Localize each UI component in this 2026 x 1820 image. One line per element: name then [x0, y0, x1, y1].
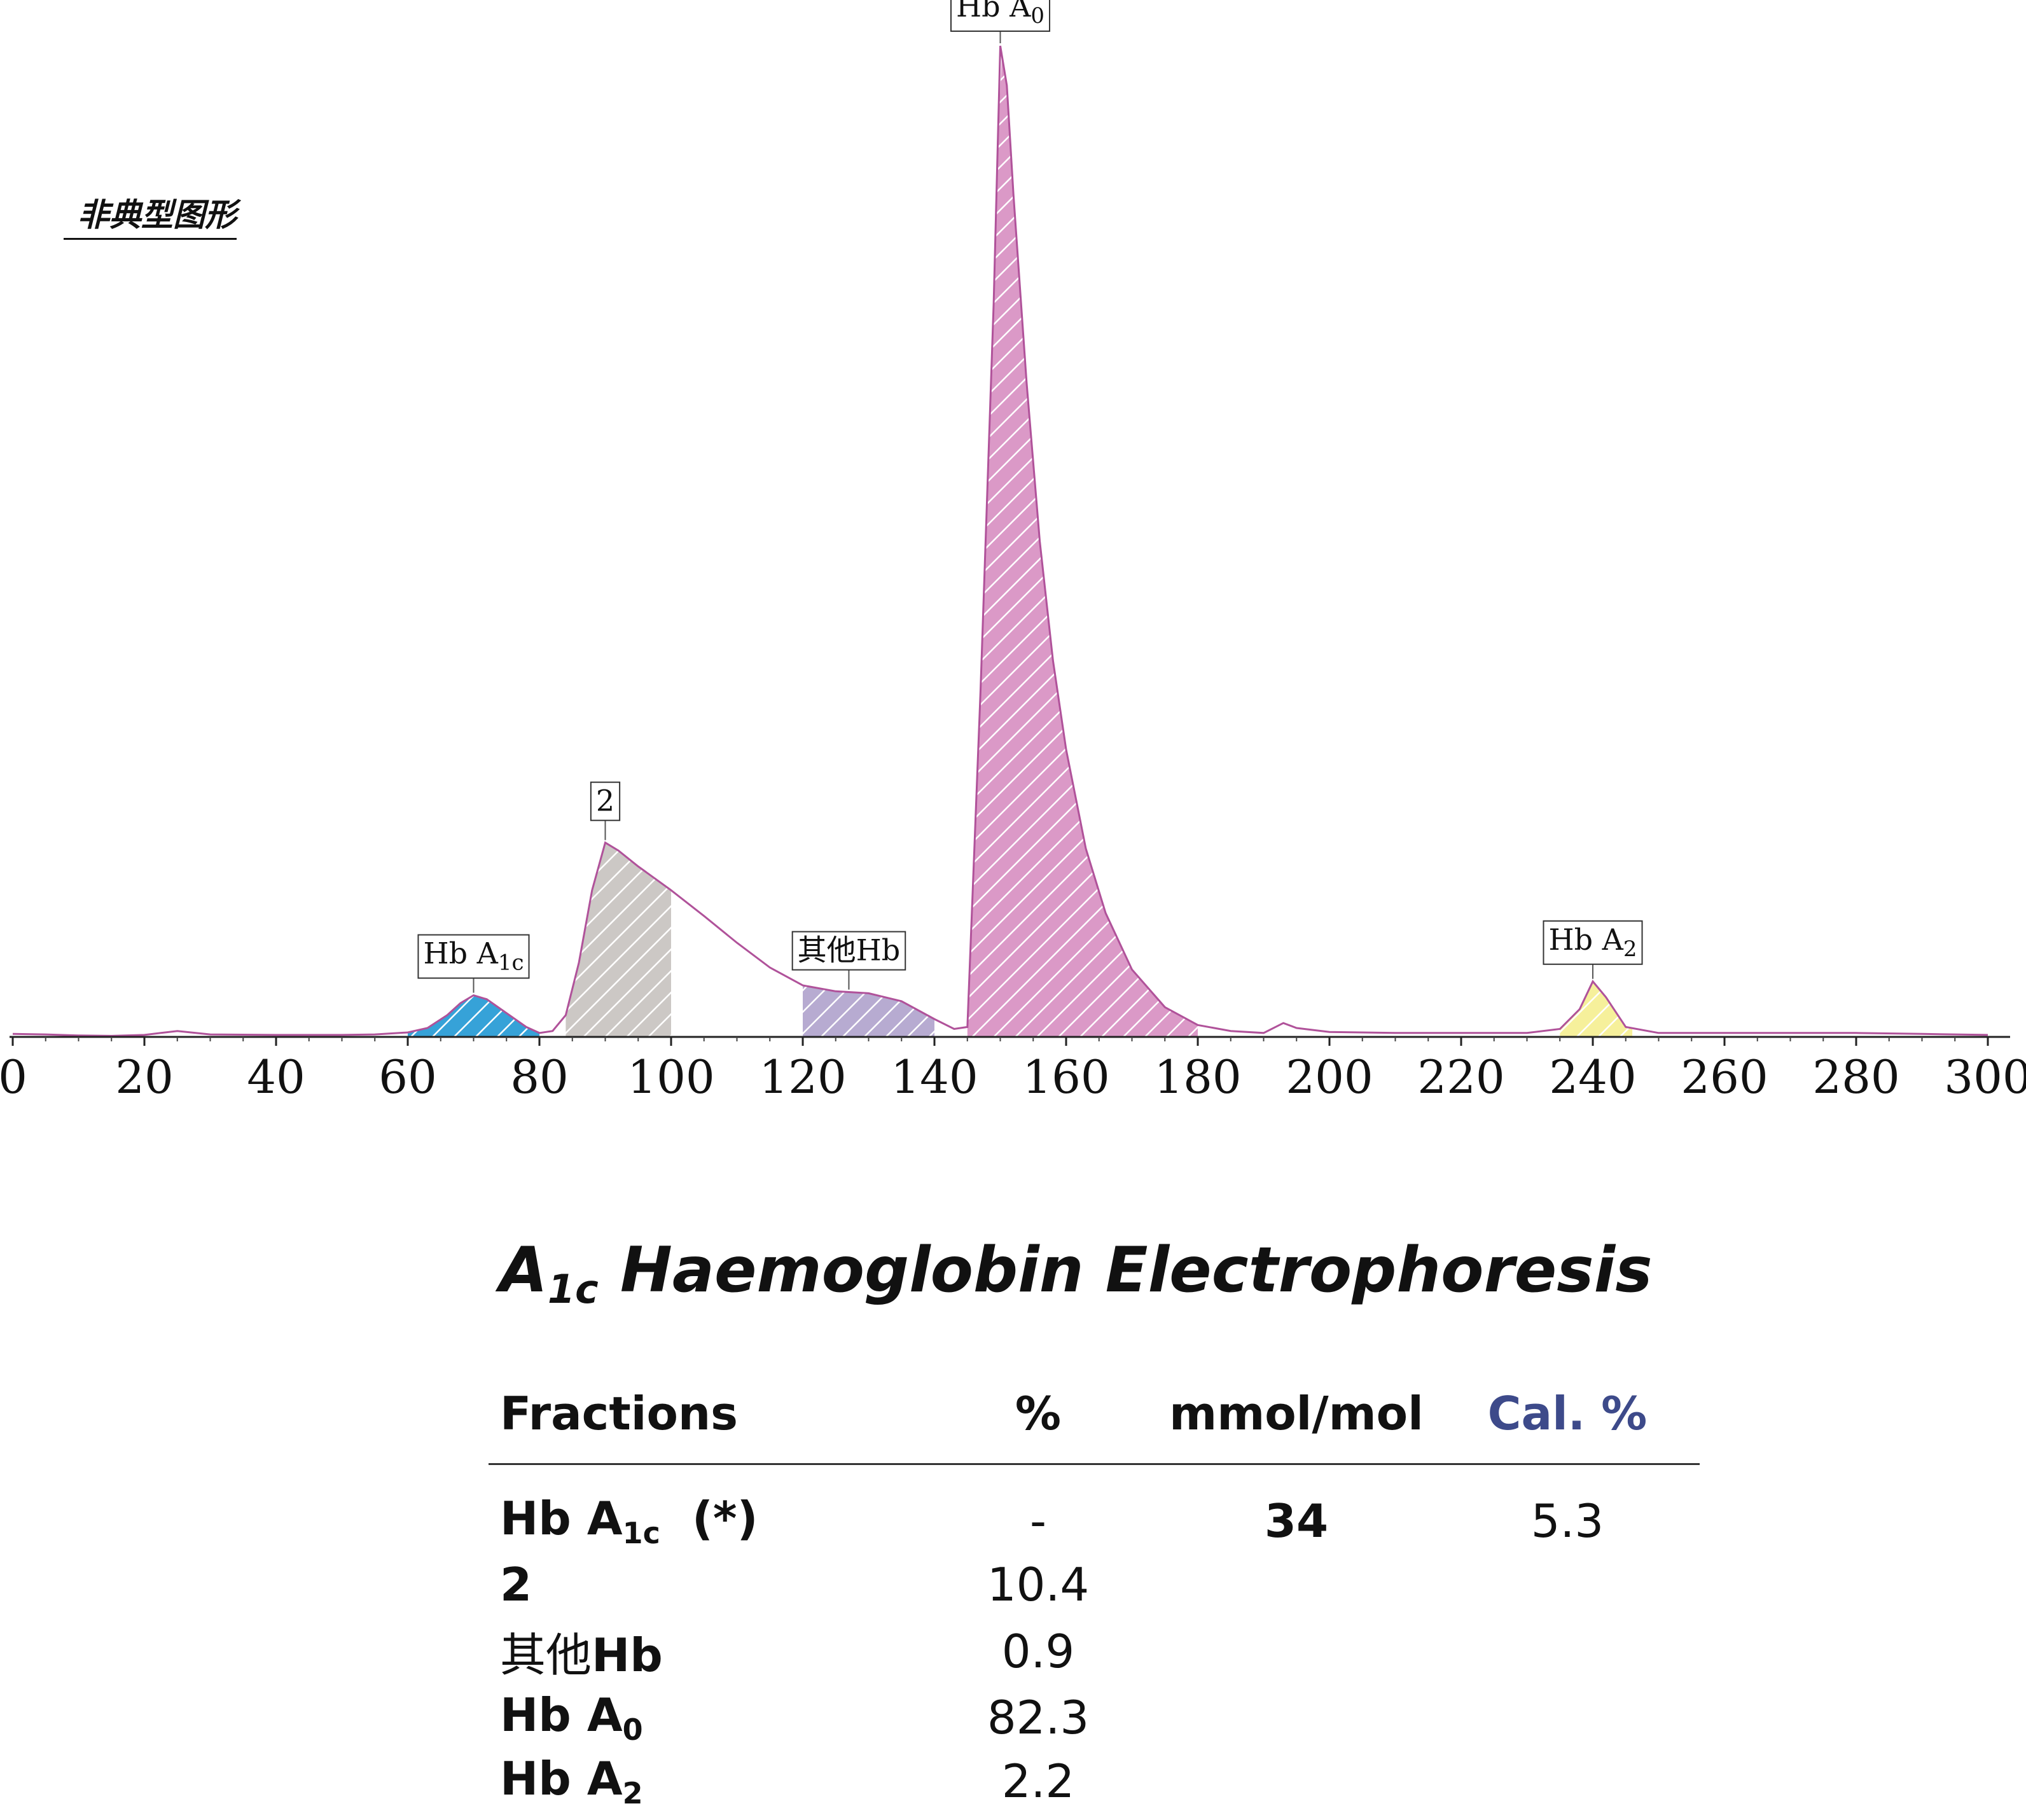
peak-label-3: Hb A0: [950, 0, 1051, 43]
fraction-percent: 0.9: [1001, 1624, 1075, 1678]
fraction-cal-percent: 5.3: [1530, 1494, 1604, 1548]
electrophoresis-trace: [12, 45, 1988, 1037]
x-tick-label: 200: [1286, 1050, 1373, 1104]
fraction-cal-percent: [1435, 1686, 1700, 1749]
title-main: A: [499, 1234, 548, 1307]
x-tick-label: 140: [891, 1050, 978, 1104]
x-tick-label: 160: [1022, 1050, 1109, 1104]
fraction-mmol: [1158, 1686, 1435, 1749]
peak-label-4: Hb A2: [1543, 920, 1643, 979]
fraction-mmol: 34: [1264, 1494, 1329, 1548]
x-axis-ticks: 0 20 40 60 80 100 120 140 160 180 200 220 240 260 280 3…: [0, 1037, 2026, 1104]
peak-label-1: 2: [590, 781, 621, 840]
peak-fill-4: [1560, 982, 1633, 1037]
fraction-percent: -: [1030, 1494, 1046, 1548]
fraction-name: Hb A0: [500, 1688, 643, 1747]
peak-label-text: 其他Hb: [798, 933, 901, 968]
x-tick-label: 220: [1417, 1050, 1504, 1104]
x-tick-label: 60: [378, 1050, 437, 1104]
fraction-name: Hb A2: [500, 1752, 643, 1810]
x-tick-label: 280: [1812, 1050, 1899, 1104]
header-fractions: Fractions: [500, 1387, 739, 1440]
fraction-mmol: [1158, 1553, 1435, 1616]
header-cal-percent: Cal. %: [1487, 1387, 1648, 1440]
title-rest: Haemoglobin Electrophoresis: [598, 1234, 1653, 1307]
peak-label-text: Hb A2: [1548, 922, 1637, 962]
peak-label-0: Hb A1c: [417, 934, 530, 993]
x-tick-label: 240: [1549, 1050, 1636, 1104]
peak-fill-1: [565, 843, 671, 1037]
fraction-percent: 82.3: [987, 1691, 1090, 1744]
x-tick-label: 120: [759, 1050, 846, 1104]
table-header-row: Fractions % mmol/mol Cal. %: [489, 1380, 1700, 1464]
peak-label-text: Hb A1c: [423, 936, 524, 976]
fraction-name: Hb A1c (*): [500, 1492, 758, 1550]
table-row: 其他Hb 0.9: [489, 1616, 1700, 1686]
peak-labels: Hb A1c 2 其他Hb Hb A0 Hb A2: [417, 0, 1643, 993]
x-tick-label: 0: [0, 1050, 27, 1104]
peak-fill-0: [408, 995, 539, 1037]
fraction-name-prefix: 其他: [500, 1629, 592, 1682]
table-row: Hb A1c (*) - 34 5.3: [489, 1464, 1700, 1553]
report-title: A1c Haemoglobin Electrophoresis: [499, 1234, 1653, 1312]
fractions-table: Fractions % mmol/mol Cal. % Hb A1c (*) - 3…: [489, 1380, 1700, 1813]
electrophoresis-chart: 0 20 40 60 80 100 120 140 160 180 200 220 240 260 280 3…: [0, 0, 2026, 1104]
fraction-cal-percent: [1435, 1616, 1700, 1686]
fraction-mmol: [1158, 1749, 1435, 1813]
fraction-name: 其他Hb: [500, 1629, 663, 1682]
x-tick-label: 180: [1154, 1050, 1241, 1104]
table-row: Hb A0 82.3: [489, 1686, 1700, 1749]
fraction-cal-percent: [1435, 1749, 1700, 1813]
x-tick-label: 40: [247, 1050, 305, 1104]
table-row: 2 10.4: [489, 1553, 1700, 1616]
fraction-name: 2: [500, 1558, 532, 1611]
x-tick-label: 100: [627, 1050, 714, 1104]
table-row: Hb A2 2.2: [489, 1749, 1700, 1813]
x-tick-label: 300: [1944, 1050, 2026, 1104]
x-tick-label: 80: [510, 1050, 569, 1104]
fraction-mmol: [1158, 1616, 1435, 1686]
title-subscript: 1c: [547, 1266, 599, 1312]
header-percent: %: [1015, 1387, 1062, 1440]
x-tick-label: 20: [115, 1050, 174, 1104]
x-tick-label: 260: [1681, 1050, 1768, 1104]
peak-label-text: 2: [596, 784, 614, 818]
fraction-percent: 2.2: [1001, 1754, 1075, 1808]
peak-fill-2: [803, 985, 934, 1037]
peak-fill-3: [967, 55, 1198, 1038]
atypical-pattern-note: 非典型图形: [64, 190, 237, 240]
header-mmol: mmol/mol: [1169, 1387, 1424, 1440]
peak-label-2: 其他Hb: [791, 931, 906, 990]
fraction-percent: 10.4: [987, 1558, 1090, 1611]
peak-fills: [408, 55, 1633, 1038]
fraction-cal-percent: [1435, 1553, 1700, 1616]
